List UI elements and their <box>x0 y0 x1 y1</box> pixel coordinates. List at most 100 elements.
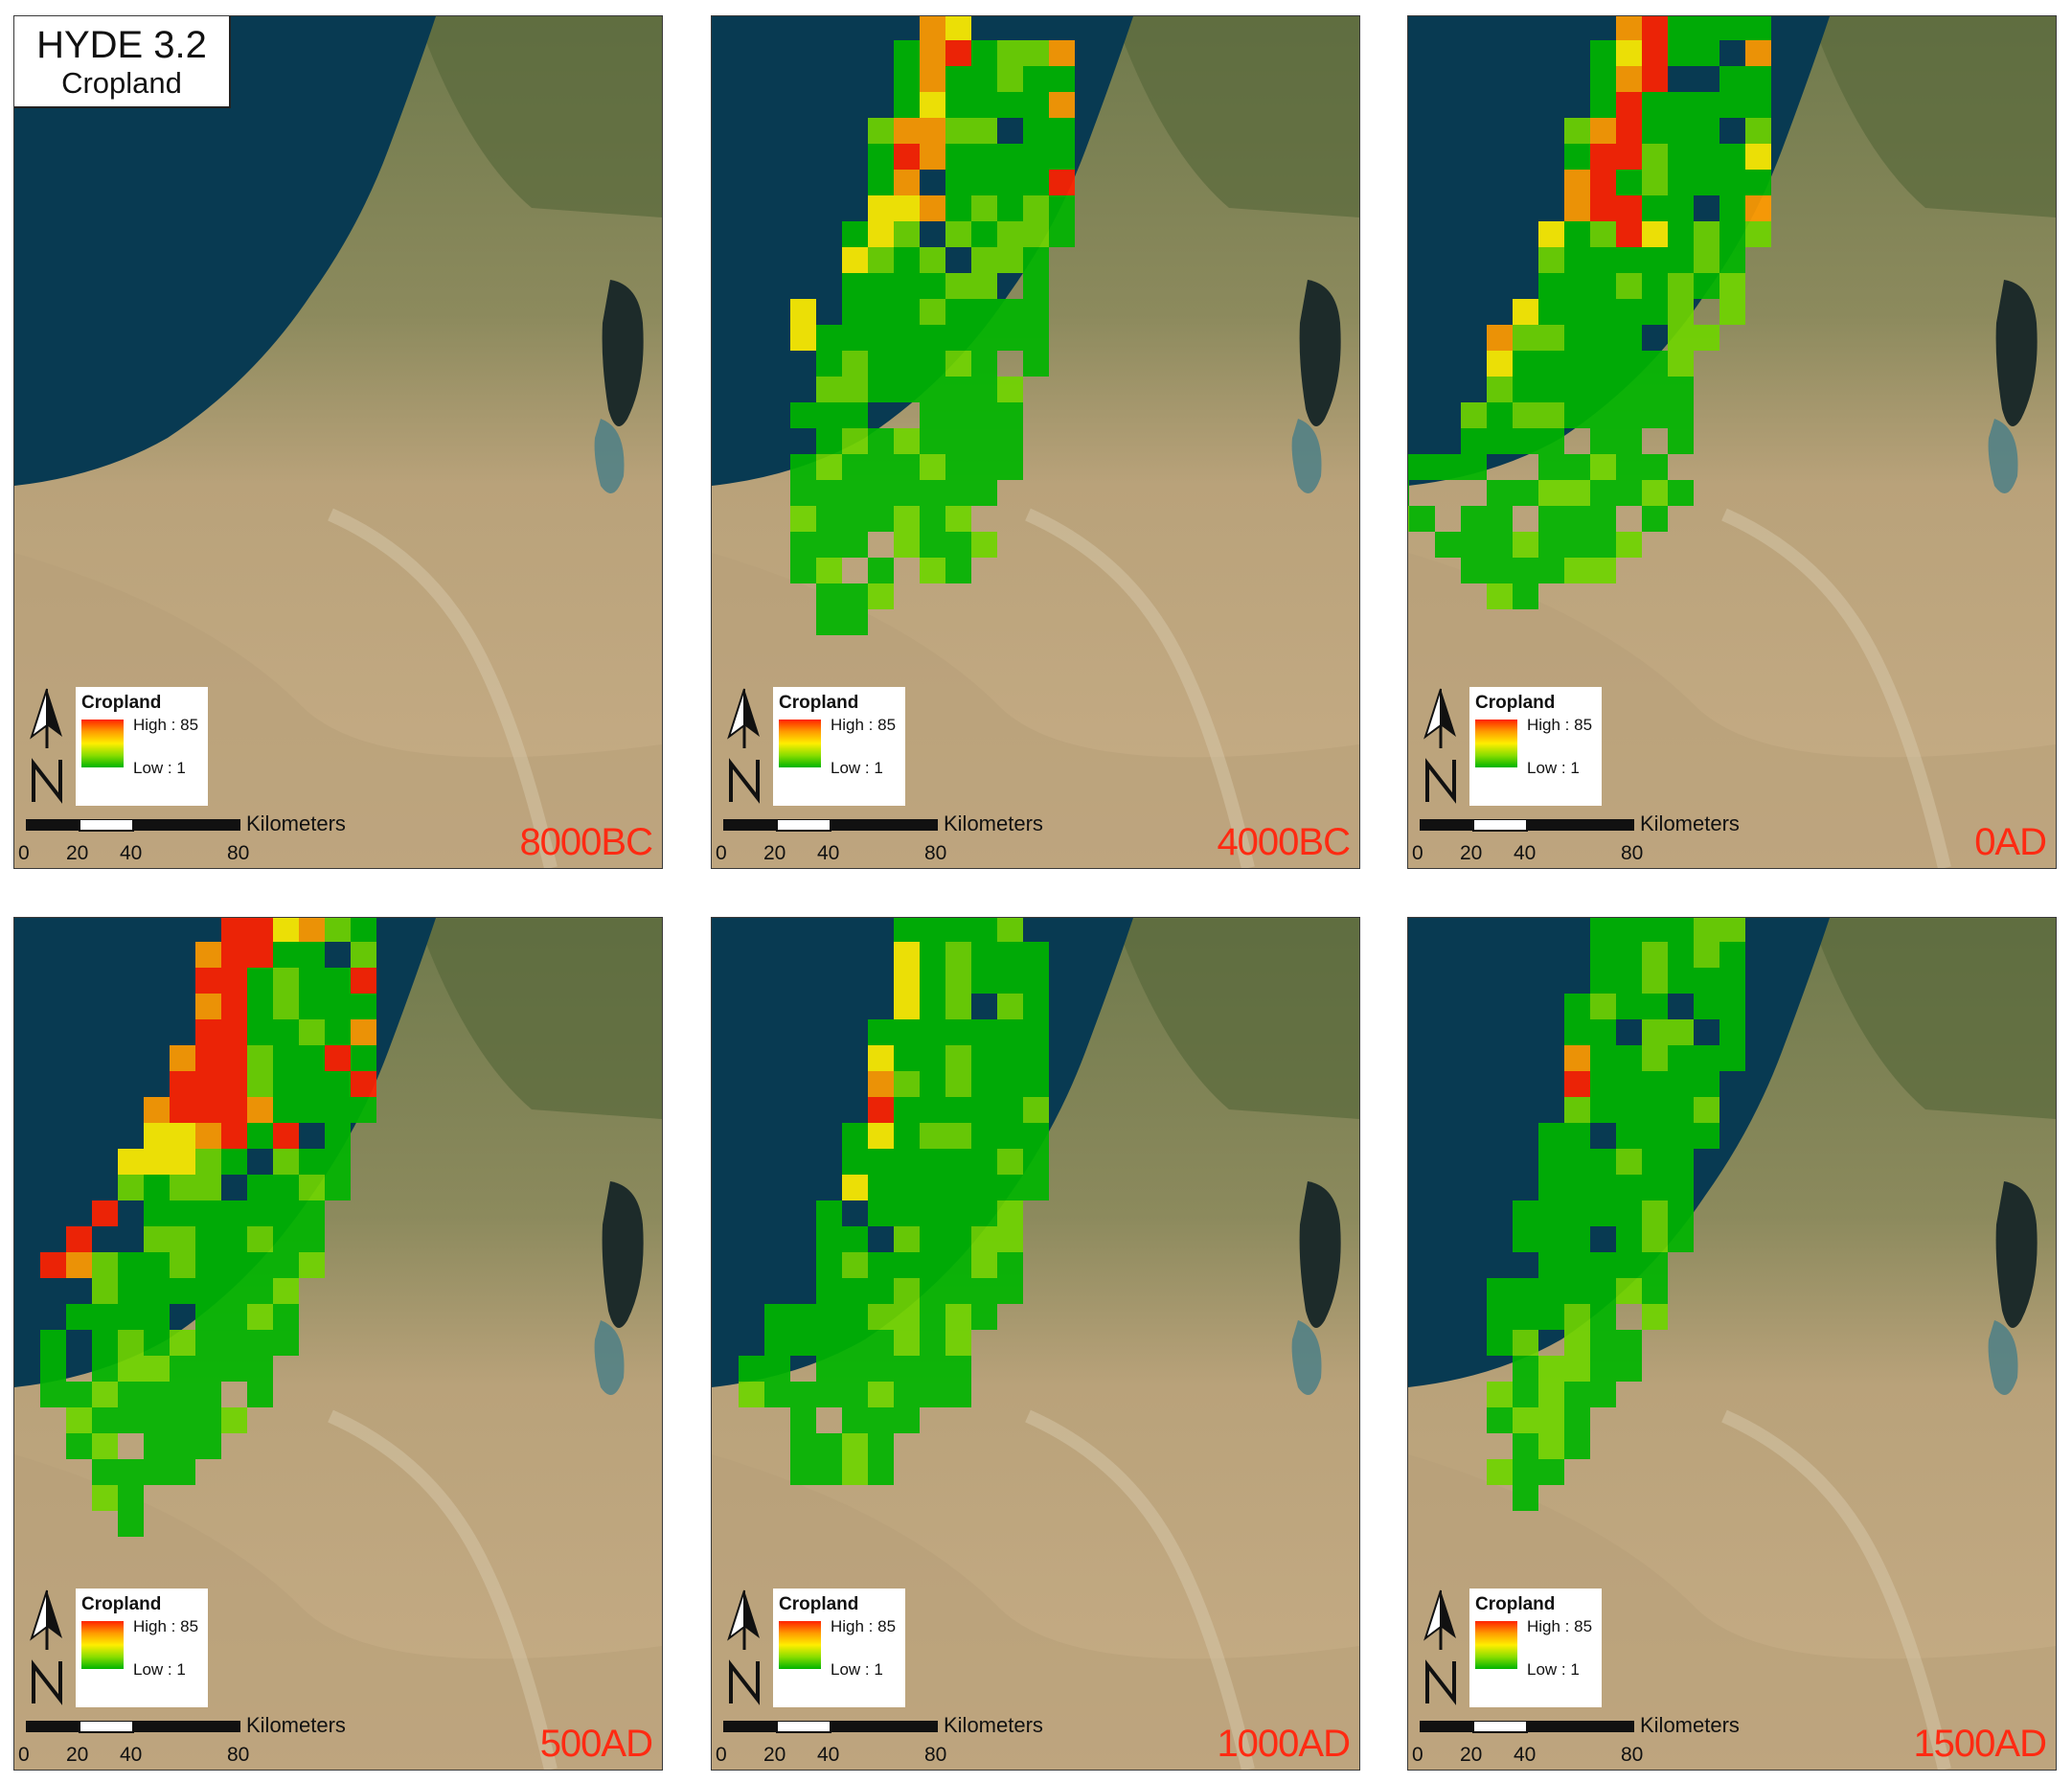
cropland-cell <box>1694 273 1719 299</box>
cropland-cell <box>816 1200 842 1226</box>
cropland-cell <box>997 1200 1023 1226</box>
cropland-cell <box>351 1071 376 1097</box>
cropland-cell <box>1642 918 1668 942</box>
cropland-cell <box>247 1175 273 1200</box>
scale-bar <box>26 1721 240 1733</box>
cropland-cell <box>195 1045 221 1071</box>
cropland-cell <box>920 16 945 40</box>
cropland-cell <box>842 247 868 273</box>
cropland-cell <box>1590 40 1616 66</box>
scale-unit-label: Kilometers <box>944 811 1043 835</box>
cropland-cell <box>945 118 971 144</box>
scale-tick-label: 40 <box>120 842 143 864</box>
cropland-cell <box>1023 118 1049 144</box>
cropland-cell <box>1513 325 1538 351</box>
cropland-cell <box>1668 325 1694 351</box>
cropland-cell <box>1719 144 1745 170</box>
legend-color-ramp <box>1475 1621 1517 1669</box>
cropland-cell <box>195 1097 221 1123</box>
cropland-cell <box>971 1252 997 1278</box>
cropland-cell <box>971 247 997 273</box>
cropland-cell <box>894 1226 920 1252</box>
cropland-cell <box>868 558 894 583</box>
map-panel: Cropland High : 85 Low : 1 Kilometers 0 20… <box>1407 917 2057 1771</box>
legend-title: Cropland <box>779 1594 859 1614</box>
cropland-cell <box>195 1433 221 1459</box>
dead-sea <box>602 1181 644 1328</box>
legend-box: Cropland High : 85 Low : 1 <box>76 687 208 806</box>
map-panel: Cropland High : 85 Low : 1 Kilometers 0 20… <box>1407 15 2057 869</box>
cropland-cell <box>920 325 945 351</box>
cropland-cell <box>1023 994 1049 1019</box>
scale-bar <box>26 819 240 832</box>
cropland-cell <box>945 351 971 377</box>
cropland-cell <box>868 1149 894 1175</box>
legend-high-label: High : 85 <box>133 716 199 734</box>
cropland-cell <box>195 1175 221 1200</box>
cropland-cell <box>997 994 1023 1019</box>
scale-tick-label: 80 <box>924 842 947 864</box>
cropland-cell <box>1538 454 1564 480</box>
scale-tick-label: 80 <box>227 842 250 864</box>
cropland-cell <box>842 1382 868 1407</box>
cropland-cell <box>1590 221 1616 247</box>
north-arrow-icon <box>1423 688 1456 804</box>
cropland-cell <box>1538 1149 1564 1175</box>
cropland-cell <box>790 506 816 532</box>
cropland-cell <box>997 170 1023 195</box>
cropland-cell <box>997 247 1023 273</box>
cropland-cell <box>1590 1071 1616 1097</box>
cropland-cell <box>868 195 894 221</box>
cropland-cell <box>997 144 1023 170</box>
cropland-cell <box>945 428 971 454</box>
cropland-cell <box>1513 1278 1538 1304</box>
cropland-cell <box>1564 221 1590 247</box>
cropland-cell <box>945 506 971 532</box>
cropland-cell <box>195 968 221 994</box>
cropland-cell <box>247 1045 273 1071</box>
cropland-cell <box>299 918 325 942</box>
cropland-cell <box>894 994 920 1019</box>
panel-year-label: 8000BC <box>519 821 653 863</box>
cropland-cell <box>1538 1459 1564 1485</box>
cropland-cell <box>816 1252 842 1278</box>
cropland-cell <box>325 1071 351 1097</box>
cropland-cell <box>1694 942 1719 968</box>
scale-tick-label: 20 <box>66 1744 89 1766</box>
cropland-cell <box>144 1200 170 1226</box>
cropland-cell <box>1590 454 1616 480</box>
cropland-cell <box>118 1356 144 1382</box>
scale-tick-label: 0 <box>716 842 727 864</box>
cropland-cell <box>920 1175 945 1200</box>
cropland-cell <box>1616 92 1642 118</box>
cropland-cell <box>1616 1252 1642 1278</box>
scale-tick-label: 40 <box>817 842 840 864</box>
cropland-cell <box>997 1097 1023 1123</box>
cropland-cell <box>170 1097 195 1123</box>
cropland-cell <box>325 968 351 994</box>
cropland-cell <box>816 558 842 583</box>
cropland-cell <box>195 1382 221 1407</box>
cropland-cell <box>1719 66 1745 92</box>
cropland-cell <box>1023 325 1049 351</box>
cropland-cell <box>842 532 868 558</box>
cropland-cell <box>945 558 971 583</box>
cropland-cell <box>299 942 325 968</box>
cropland-cell <box>1745 66 1771 92</box>
cropland-cell <box>971 1304 997 1330</box>
cropland-cell <box>1461 506 1487 532</box>
cropland-cell <box>1513 1304 1538 1330</box>
cropland-cell <box>1694 1071 1719 1097</box>
cropland-cell <box>1668 299 1694 325</box>
cropland-cell <box>920 1200 945 1226</box>
cropland-cell <box>1538 1200 1564 1226</box>
cropland-cell <box>945 144 971 170</box>
cropland-cell <box>1023 968 1049 994</box>
cropland-cell <box>1616 170 1642 195</box>
scale-unit-label: Kilometers <box>246 1713 346 1737</box>
cropland-cell <box>1513 428 1538 454</box>
cropland-cell <box>894 66 920 92</box>
mediterranean-sea <box>14 16 436 486</box>
cropland-cell <box>868 1071 894 1097</box>
cropland-cell <box>1564 1304 1590 1330</box>
